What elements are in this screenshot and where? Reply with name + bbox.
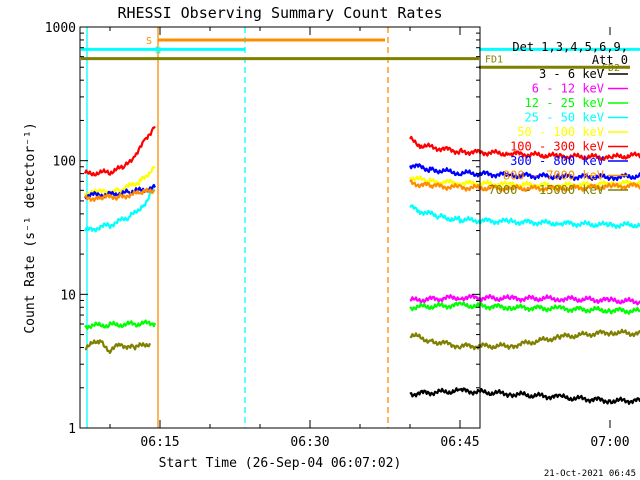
series-line-7000-15000-kev-seg-1 bbox=[409, 328, 640, 351]
series-line-100-300-kev-seg-0 bbox=[83, 125, 156, 177]
legend-label-800-7000-kev: 800 - 7000 keV bbox=[503, 169, 604, 183]
y-axis: 1 10 100 1000 bbox=[45, 21, 480, 437]
generation-timestamp: 21-Oct-2021 06:45 bbox=[544, 469, 636, 479]
x-tick-label-07-00: 07:00 bbox=[590, 435, 629, 450]
series-line-300-800-kev-seg-1 bbox=[409, 163, 640, 182]
flag-label-fd2-4: FD2 bbox=[602, 63, 620, 74]
x-tick-label-06-30: 06:30 bbox=[290, 435, 329, 450]
series-line-3-6-kev-seg-0 bbox=[409, 387, 640, 405]
series-line-12-25-kev-seg-1 bbox=[409, 301, 640, 315]
legend-label-300-800-kev: 300 - 800 keV bbox=[510, 154, 604, 168]
flag-label-n-1: N bbox=[155, 45, 161, 56]
legend-label-25-50-kev: 25 - 50 keV bbox=[525, 111, 604, 125]
series-line-25-50-kev-seg-0 bbox=[84, 183, 156, 233]
y-tick-label-100: 100 bbox=[53, 155, 76, 170]
legend-label-100-300-kev: 100 - 300 keV bbox=[510, 140, 604, 154]
y-tick-label-1000: 1000 bbox=[45, 21, 76, 36]
y-axis-label: Count Rate (s⁻¹ detector⁻¹) bbox=[23, 122, 38, 333]
x-tick-label-06-45: 06:45 bbox=[440, 435, 479, 450]
series-line-100-300-kev-seg-1 bbox=[409, 135, 640, 162]
series-line-6-12-kev-seg-0 bbox=[409, 294, 640, 306]
legend-header-line-1: Det 1,3,4,5,6,9, bbox=[512, 40, 628, 54]
legend-label-3-6-kev: 3 - 6 keV bbox=[539, 67, 604, 81]
x-tick-label-06-15: 06:15 bbox=[140, 435, 179, 450]
legend-header-line-2: Att 0 bbox=[592, 53, 628, 67]
chart-title: RHESSI Observing Summary Count Rates bbox=[117, 4, 442, 22]
series-line-7000-15000-kev-seg-0 bbox=[84, 339, 152, 354]
y-tick-label-1: 1 bbox=[68, 422, 76, 437]
x-axis-label: Start Time (26-Sep-04 06:07:02) bbox=[159, 456, 402, 471]
legend-label-50-100-kev: 50 - 100 keV bbox=[517, 125, 604, 139]
series-line-50-100-kev-seg-1 bbox=[408, 175, 640, 190]
marks-layer: SN FD1 FD2 bbox=[81, 27, 640, 428]
series-line-800-7000-kev-seg-0 bbox=[84, 187, 156, 202]
series-line-25-50-kev-seg-1 bbox=[409, 204, 640, 230]
legend-label-7000-15000-kev: 7000 - 15000 keV bbox=[488, 183, 604, 197]
y-tick-label-10: 10 bbox=[60, 288, 76, 303]
legend-label-12-25-kev: 12 - 25 keV bbox=[525, 96, 604, 110]
flag-label-s-0: S bbox=[146, 36, 152, 47]
series-line-12-25-kev-seg-0 bbox=[84, 319, 157, 330]
series-line-800-7000-kev-seg-1 bbox=[409, 179, 640, 193]
plot-frame bbox=[79, 26, 481, 429]
legend-label-6-12-kev: 6 - 12 keV bbox=[532, 82, 604, 96]
flag-label-fd1-3: FD1 bbox=[485, 55, 503, 66]
